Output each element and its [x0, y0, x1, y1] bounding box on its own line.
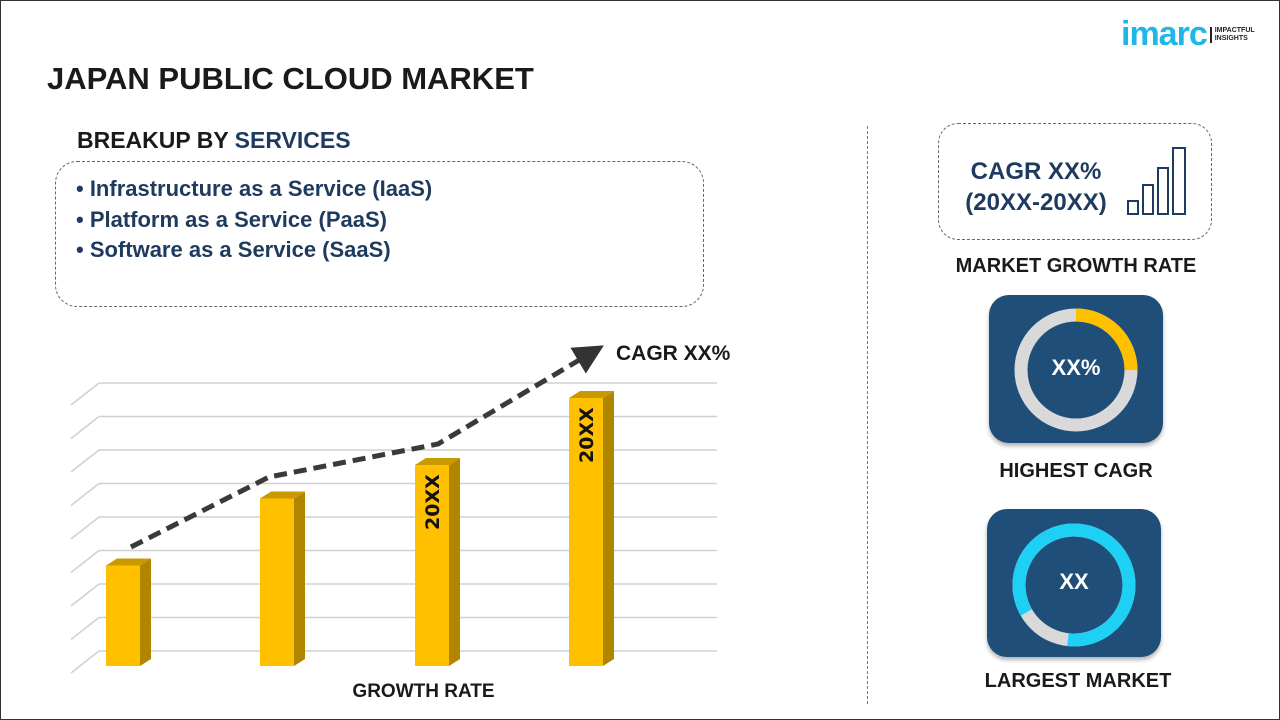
gridline-diagonal [70, 382, 100, 406]
growth-chart: 20XX 20XX [70, 345, 717, 674]
bar-side [449, 458, 460, 666]
bar-chart-icon [1127, 147, 1186, 215]
trend-arrow [129, 345, 604, 550]
bar-top [415, 458, 460, 465]
divider [867, 126, 868, 704]
gridline-diagonal [70, 415, 100, 440]
list-item: • Software as a Service (SaaS) [76, 237, 391, 262]
bar-side [140, 558, 151, 666]
gridline-diagonal [70, 549, 100, 574]
donut-chart-icon [1014, 308, 1138, 432]
bar-top [569, 391, 614, 398]
bar-side [603, 391, 614, 666]
gridline-diagonal [70, 516, 100, 540]
imarc-logo: imarc IMPACTFUL INSIGHTS [1121, 15, 1255, 54]
breakup-heading: BREAKUP BY SERVICES [77, 127, 351, 153]
logo-word: imarc [1121, 15, 1208, 53]
services-list: • Infrastructure as a Service (IaaS) • P… [55, 161, 704, 307]
cagr-text: CAGR XX% (20XX-20XX) [965, 158, 1107, 216]
gridline-diagonal [70, 616, 100, 641]
bar [569, 398, 603, 666]
market-growth-rate-label: MARKET GROWTH RATE [955, 255, 1197, 277]
bar-label: 20XX [576, 407, 598, 463]
bar-top [106, 558, 151, 566]
page-title: JAPAN PUBLIC CLOUD MARKET [47, 61, 534, 96]
highest-cagr-card: XX% [989, 295, 1163, 443]
gridline-diagonal [70, 650, 100, 674]
highest-cagr-value: XX% [1051, 355, 1101, 380]
list-item: • Platform as a Service (PaaS) [76, 206, 387, 232]
largest-market-card: XX [987, 509, 1161, 657]
bar-top [260, 491, 305, 499]
largest-market-label: LARGEST MARKET [984, 670, 1172, 692]
list-item: • Infrastructure as a Service (IaaS) [76, 176, 433, 201]
bar [260, 498, 294, 666]
bar-side [294, 491, 305, 666]
logo-tagline: IMPACTFUL INSIGHTS [1209, 26, 1255, 43]
cagr-box [938, 123, 1212, 240]
gridline-diagonal [70, 583, 100, 607]
gridline-diagonal [70, 449, 100, 473]
largest-market-value: XX [1059, 569, 1089, 594]
gridline-diagonal [70, 482, 100, 507]
donut-chart-icon [1012, 523, 1136, 647]
chart-cagr-annotation: CAGR XX% [616, 342, 731, 365]
x-axis-label: GROWTH RATE [352, 681, 495, 702]
bar [106, 565, 140, 666]
highest-cagr-label: HIGHEST CAGR [999, 460, 1153, 482]
bar [415, 465, 449, 666]
bar-label: 20XX [422, 474, 444, 530]
